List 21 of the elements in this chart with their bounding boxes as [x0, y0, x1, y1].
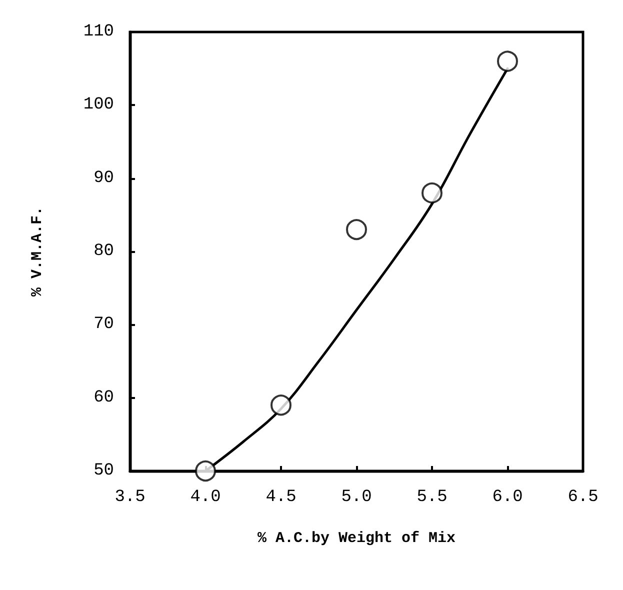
x-tick-label: 4.0: [190, 488, 221, 507]
y-axis-title: % V.M.A.F.: [29, 206, 46, 297]
y-tick-label: 50: [94, 462, 114, 480]
y-tick-label: 90: [94, 168, 114, 188]
x-tick-label: 3.5: [114, 488, 146, 507]
y-tick-label: 70: [94, 315, 114, 334]
x-tick-label: 4.5: [266, 488, 296, 507]
point: [270, 394, 292, 416]
y-tick-label: 60: [94, 388, 114, 408]
point: [422, 182, 442, 204]
x-tick-label: 5.5: [416, 488, 448, 507]
x-tick-label: 6.0: [492, 488, 523, 507]
y-tick-label: 100: [83, 96, 114, 115]
y-tick-label: 80: [94, 242, 114, 261]
x-tick-label: 5.0: [341, 488, 372, 507]
point: [195, 460, 216, 482]
x-axis-title: % A.C.by Weight of Mix: [257, 530, 456, 547]
y-tick-label: 110: [83, 22, 114, 42]
point: [497, 50, 518, 72]
x-tick-label: 6.5: [568, 488, 598, 507]
point: [346, 219, 367, 240]
